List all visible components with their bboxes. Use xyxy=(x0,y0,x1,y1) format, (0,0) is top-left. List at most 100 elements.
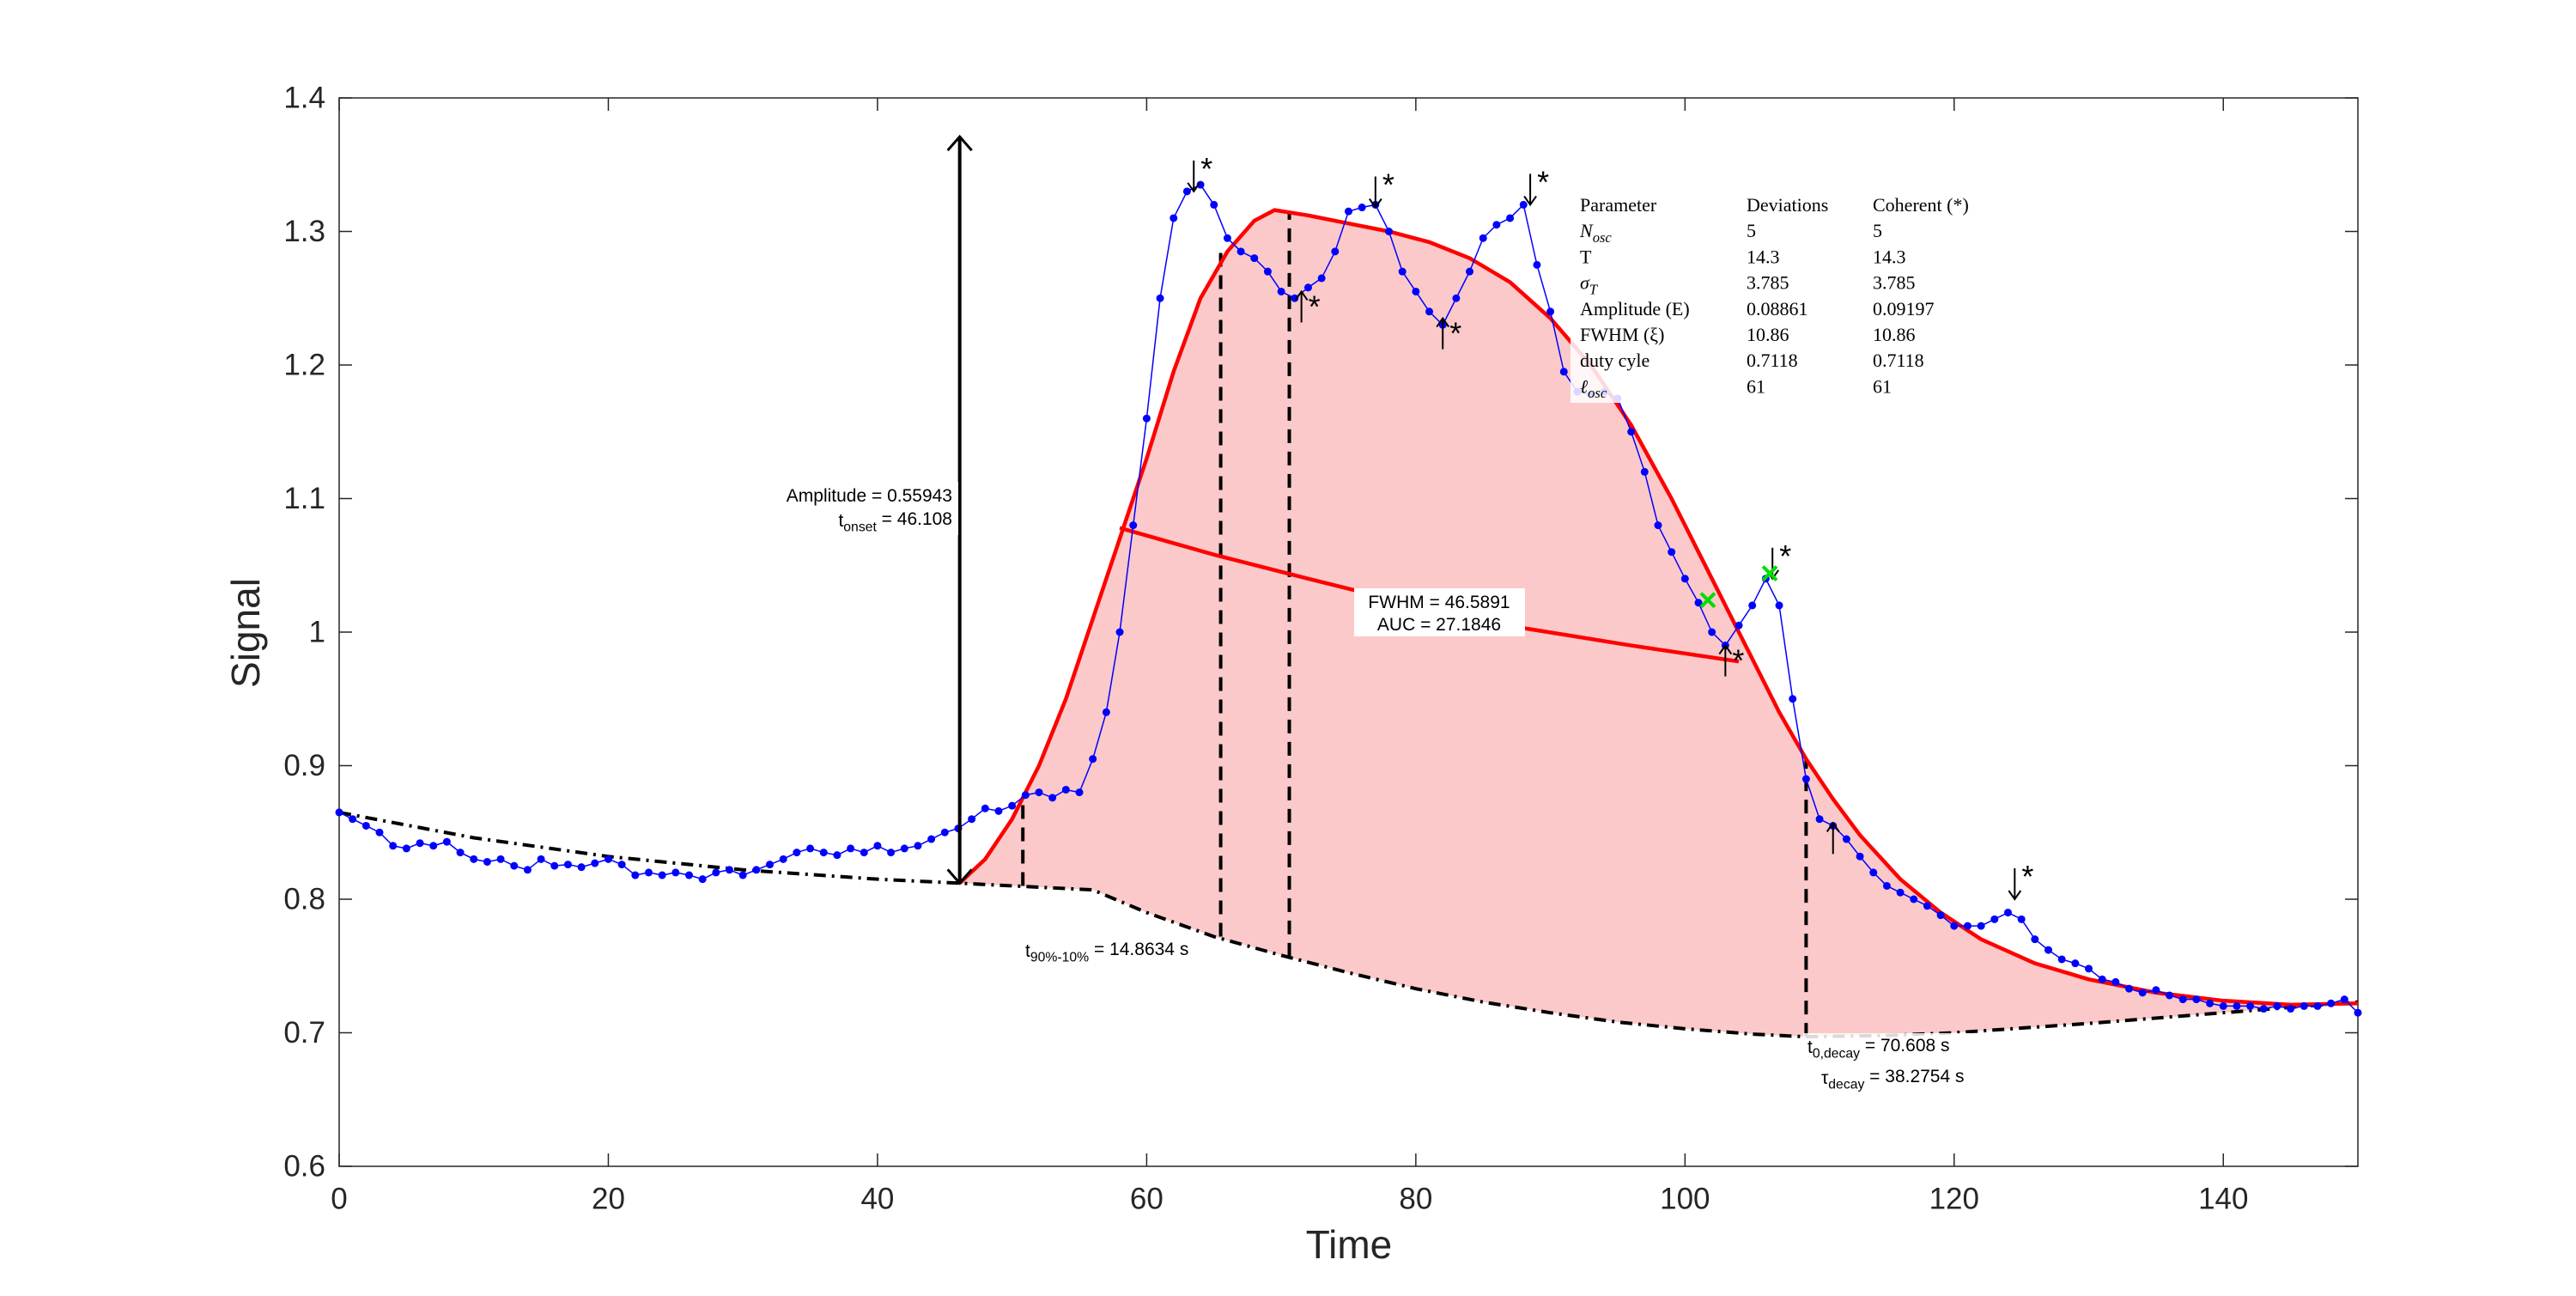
data-point xyxy=(1869,868,1878,877)
x-tick-label: 80 xyxy=(1399,1183,1432,1216)
data-point xyxy=(1236,247,1245,256)
decay-start-label-sub: 0,decay xyxy=(1813,1047,1860,1062)
label-box xyxy=(1803,1033,2035,1090)
table-cell: 0.09197 xyxy=(1873,298,1935,319)
green-marker xyxy=(1761,565,1778,581)
data-point xyxy=(1182,187,1191,196)
data-point xyxy=(671,868,680,877)
table-cell: FWHM (ξ) xyxy=(1580,324,1664,345)
asterisk: * xyxy=(1537,164,1549,199)
table-cell-base: ℓ xyxy=(1580,375,1589,397)
data-point xyxy=(738,871,747,879)
data-point xyxy=(416,839,424,848)
data-point xyxy=(1061,785,1070,794)
data-point xyxy=(1801,775,1810,783)
fwhm-label: FWHM = 46.5891 xyxy=(1368,593,1510,612)
data-point xyxy=(1129,521,1138,530)
y-tick-label: 0.8 xyxy=(283,883,325,916)
rise-time-label-sub: 90%-10% xyxy=(1030,951,1089,965)
table-header: Deviations xyxy=(1747,194,1828,216)
data-point xyxy=(1102,708,1110,716)
data-point xyxy=(1412,287,1420,295)
data-point xyxy=(1856,852,1864,861)
data-point xyxy=(1303,283,1312,292)
data-point xyxy=(914,842,922,850)
auc-area xyxy=(959,210,2358,1037)
data-point xyxy=(442,837,451,846)
data-point xyxy=(658,871,666,879)
data-point xyxy=(1008,801,1017,810)
data-point xyxy=(712,868,720,877)
table-header: Parameter xyxy=(1580,194,1657,216)
table-cell: 5 xyxy=(1873,220,1882,241)
onset-label-rest: = 46.108 xyxy=(877,509,952,529)
table-cell: 14.3 xyxy=(1873,246,1906,267)
arrow-head xyxy=(1369,198,1382,210)
data-point xyxy=(2192,995,2201,1004)
table-cell: 10.86 xyxy=(1873,324,1916,345)
table-cell: 61 xyxy=(1873,375,1892,397)
table-cell: Amplitude (E) xyxy=(1580,298,1690,319)
data-point xyxy=(2031,935,2039,944)
data-point xyxy=(1654,521,1662,530)
asterisk: * xyxy=(1449,316,1461,351)
data-point xyxy=(2246,1001,2255,1010)
table-cell: T xyxy=(1580,246,1592,267)
data-point xyxy=(1775,601,1783,610)
data-point xyxy=(1196,180,1205,189)
data-point xyxy=(2233,1001,2241,1010)
decay-tau-label: τdecay = 38.2754 s xyxy=(1821,1067,1965,1092)
data-point xyxy=(2044,946,2053,954)
data-point xyxy=(698,875,707,884)
data-point xyxy=(523,866,532,874)
data-point xyxy=(1950,922,1959,930)
x-tick-label: 140 xyxy=(2198,1183,2248,1216)
asterisk: * xyxy=(1732,643,1744,678)
table-cell: 61 xyxy=(1747,375,1765,397)
data-point xyxy=(1048,794,1057,802)
data-point xyxy=(1910,895,1918,904)
data-point xyxy=(752,866,761,874)
table-cell-sub: T xyxy=(1589,281,1599,297)
data-point xyxy=(793,849,801,857)
rise-time-label: t90%-10% = 14.8634 s xyxy=(1025,940,1188,964)
y-tick-label: 1.4 xyxy=(283,82,325,115)
data-point xyxy=(873,842,882,850)
data-point xyxy=(361,821,370,830)
table-cell: Nosc xyxy=(1579,220,1612,246)
x-tick-label: 40 xyxy=(860,1183,894,1216)
table-header: Coherent (*) xyxy=(1873,194,1969,216)
data-point xyxy=(1640,467,1649,476)
data-point xyxy=(2071,959,2080,968)
data-point xyxy=(2178,995,2187,1004)
data-point xyxy=(2354,1008,2362,1017)
asterisk: * xyxy=(1200,151,1212,186)
onset-label: tonset = 46.108 xyxy=(838,509,952,534)
data-point xyxy=(1291,294,1299,302)
data-point xyxy=(2085,964,2093,973)
data-point xyxy=(2125,984,2134,993)
data-point xyxy=(1358,204,1366,212)
decay-start-label-base: t xyxy=(1807,1037,1813,1057)
data-point xyxy=(1021,791,1030,800)
data-point xyxy=(2300,1001,2308,1010)
y-tick-label: 1.2 xyxy=(283,349,325,382)
data-point xyxy=(1519,200,1528,209)
asterisk: * xyxy=(1382,167,1394,203)
data-point xyxy=(1506,214,1515,222)
data-point xyxy=(1156,294,1164,302)
data-point xyxy=(1735,621,1743,630)
decay-start-label: t0,decay = 70.608 s xyxy=(1807,1036,1950,1061)
data-point xyxy=(766,861,775,869)
data-point xyxy=(860,849,868,857)
data-point xyxy=(1250,254,1259,263)
data-point xyxy=(2003,909,2012,917)
data-point xyxy=(1170,214,1178,222)
data-point xyxy=(819,849,828,857)
data-point xyxy=(806,844,815,853)
asterisk: * xyxy=(1779,538,1791,574)
data-point xyxy=(940,828,949,837)
data-point xyxy=(2017,915,2026,923)
x-tick-label: 100 xyxy=(1660,1183,1710,1216)
